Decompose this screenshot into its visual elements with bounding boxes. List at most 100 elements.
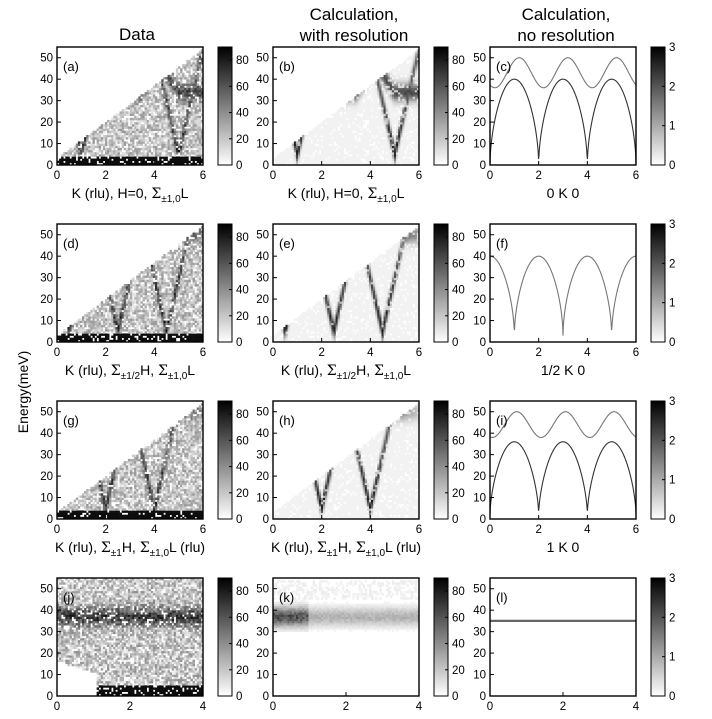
colorbar: [434, 578, 448, 696]
colorbar-tick-label: 40: [452, 285, 465, 297]
y-tick-label: 10: [256, 316, 269, 328]
panel-k: (k) 0 10 20 30 40 50 0 2 4 |L| (rlu), H=0, K=4 0 20 4…: [256, 577, 465, 719]
column-title-1-line-1: with resolution: [299, 26, 409, 45]
y-tick-label: 40: [40, 251, 53, 263]
x-axis-label-part: 1/2 K 0: [541, 362, 586, 378]
colorbar-tick-label: 0: [669, 160, 675, 172]
y-tick-label: 30: [256, 450, 269, 462]
x-tick-label: 4: [584, 347, 591, 359]
y-tick-label: 0: [263, 160, 269, 172]
y-tick-label: 0: [263, 514, 269, 526]
x-axis-label-part: K (rlu),: [281, 362, 327, 378]
colorbar-tick-label: 80: [236, 409, 249, 421]
panel-label: (j): [63, 590, 75, 605]
x-axis-label-part: |L| (rlu), H=0, K=4: [291, 716, 402, 719]
x-axis-label-part: L (rlu): [385, 539, 421, 555]
colorbar-frame: [433, 223, 449, 343]
y-tick-label: 0: [47, 691, 53, 703]
x-axis-label-part: Σ: [111, 363, 121, 379]
x-axis-label-part: Σ: [151, 186, 161, 202]
x-axis-label-part: K (rlu), H=0,: [288, 185, 368, 201]
colorbar-tick-label: 0: [452, 514, 458, 526]
x-axis-label: K (rlu), H=0, Σ±1,0L: [72, 185, 189, 205]
y-tick-label: 30: [40, 96, 53, 108]
colorbar-tick-label: 60: [452, 612, 465, 624]
column-title-1-line-0: Calculation,: [310, 5, 399, 24]
panel-label: (k): [279, 590, 294, 605]
y-tick-label: 40: [256, 605, 269, 617]
colorbar-tick-label: 0: [236, 160, 242, 172]
x-tick-label: 2: [535, 347, 541, 359]
x-tick-label: 6: [200, 524, 206, 536]
panel-label: (i): [496, 413, 508, 428]
x-tick-label: 4: [367, 170, 374, 182]
axes-frame: [489, 577, 637, 697]
colorbar-tick-label: 80: [452, 55, 465, 67]
x-tick-label: 6: [633, 170, 639, 182]
x-tick-label: 6: [416, 524, 422, 536]
y-tick-label: 10: [40, 493, 53, 505]
y-tick-label: 0: [47, 337, 53, 349]
colorbar-tick-label: 40: [452, 639, 465, 651]
x-axis-label-part: ±1,0: [161, 194, 181, 205]
panel-label: (d): [63, 236, 79, 251]
x-tick-label: 0: [270, 524, 276, 536]
column-title-2-line-1: no resolution: [517, 26, 614, 45]
heatmap-cells: [490, 57, 636, 165]
y-tick-label: 0: [263, 691, 269, 703]
x-axis-label-part: K (rlu),: [55, 539, 101, 555]
x-tick-label: 2: [535, 170, 541, 182]
dispersion-branch-1: [490, 78, 636, 165]
y-tick-label: 50: [473, 407, 486, 419]
y-tick-label: 40: [473, 74, 486, 86]
y-tick-label: 0: [480, 514, 486, 526]
x-axis-label: K (rlu), Σ±1/2H, Σ±1,0L: [65, 362, 195, 382]
y-tick-label: 30: [256, 96, 269, 108]
panel-f: (f) 0 10 20 30 40 50 0 2 4 6 1/2 K 0 0 1 2 3: [473, 219, 675, 378]
colorbar-frame: [217, 46, 233, 166]
colorbar-tick-label: 20: [236, 665, 249, 677]
colorbar: [218, 401, 232, 519]
colorbar: [218, 47, 232, 165]
x-tick-label: 0: [487, 701, 493, 713]
colorbar-tick-label: 3: [669, 219, 675, 231]
y-tick-label: 30: [473, 273, 486, 285]
colorbar-tick-label: 0: [452, 337, 458, 349]
heatmap-cells: [57, 578, 203, 696]
x-axis-label-part: ±1,0: [384, 371, 404, 382]
x-tick-label: 0: [487, 524, 493, 536]
y-tick-label: 10: [473, 493, 486, 505]
y-tick-label: 0: [47, 514, 53, 526]
colorbar-tick-label: 80: [236, 586, 249, 598]
x-tick-label: 0: [270, 347, 276, 359]
x-tick-label: 2: [102, 524, 108, 536]
heatmap-cells: [57, 403, 203, 519]
panel-label: (b): [279, 59, 295, 74]
x-axis-label-part: |L| (rlu), H=0, K=4: [75, 716, 186, 719]
y-tick-label: 20: [40, 648, 53, 660]
colorbar-tick-label: 0: [669, 514, 675, 526]
y-tick-label: 0: [47, 160, 53, 172]
x-tick-label: 2: [318, 347, 324, 359]
colorbar-tick-label: 40: [452, 108, 465, 120]
axes-frame: [272, 46, 420, 166]
x-tick-label: 2: [560, 701, 566, 713]
colorbar-tick-label: 60: [452, 258, 465, 270]
panel-b: (b) 0 10 20 30 40 50 0 2 4 6 K (rlu), H=0, Σ±1,0L 0 2…: [256, 46, 465, 205]
colorbar-tick-label: 40: [236, 108, 249, 120]
y-tick-label: 10: [40, 139, 53, 151]
colorbar-tick-label: 3: [669, 396, 675, 408]
x-axis-label-part: L: [187, 362, 195, 378]
energy-axis-label: Energy(meV): [15, 351, 31, 433]
x-axis-label-part: L: [181, 185, 189, 201]
panel-label: (f): [496, 236, 508, 251]
y-tick-label: 40: [256, 428, 269, 440]
heatmap-cells: [273, 226, 419, 342]
dispersion-branch-0: [490, 411, 636, 439]
colorbar-tick-label: 60: [452, 435, 465, 447]
x-axis-label-part: Σ: [158, 363, 168, 379]
x-axis-label: |L| (rlu), H=0, K=4: [75, 716, 186, 719]
colorbar: [651, 401, 665, 519]
x-axis-label: 0 4 L: [547, 716, 578, 719]
